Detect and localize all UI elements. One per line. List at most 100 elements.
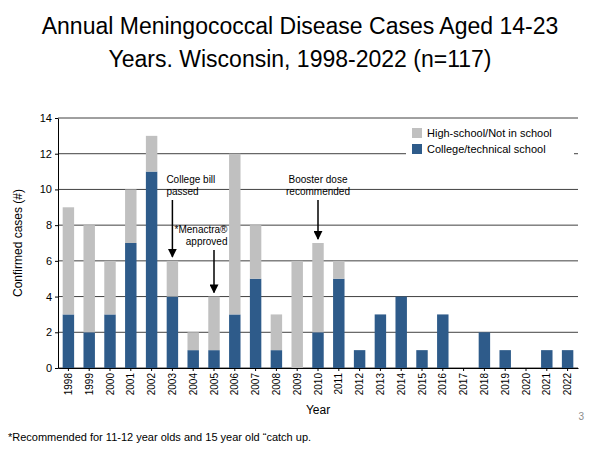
chart-container: Annual Meningococcal Disease Cases Aged … [0, 0, 600, 450]
x-tick-label: 2017 [458, 373, 469, 396]
y-axis-title: Confirmed cases (#) [11, 189, 25, 297]
x-tick-label: 2004 [188, 373, 199, 396]
x-tick-label: 2020 [521, 373, 532, 396]
series-0 [63, 172, 574, 368]
x-tick: 2012 [354, 368, 365, 395]
annotation-text: passed [166, 186, 198, 197]
x-tick-label: 2007 [250, 373, 261, 396]
y-tick-mark [55, 189, 58, 190]
background [0, 0, 600, 450]
x-tick-mark [359, 368, 360, 371]
x-tick: 2002 [146, 368, 157, 395]
x-axis: 1998199920002001200220032004200520062007… [59, 368, 579, 395]
y-tick: 2 [46, 326, 58, 338]
legend-label: College/technical school [427, 143, 546, 155]
grid [58, 118, 578, 368]
y-tick-label: 14 [40, 112, 52, 124]
x-tick-mark [255, 368, 256, 371]
bar [458, 368, 469, 369]
bar [125, 189, 136, 243]
x-tick: 2000 [105, 368, 116, 395]
chart-svg: Annual Meningococcal Disease Cases Aged … [0, 0, 600, 450]
x-tick: 2008 [271, 368, 282, 395]
y-tick: 10 [40, 183, 58, 195]
x-tick-mark [338, 368, 339, 371]
bar [208, 350, 219, 368]
annotation-arrow [172, 200, 174, 257]
y-tick-label: 6 [46, 255, 52, 267]
bar [83, 225, 94, 332]
bar [395, 296, 406, 297]
x-tick-mark [297, 368, 298, 371]
x-tick: 2009 [292, 368, 303, 395]
bar [250, 279, 261, 368]
bar [437, 314, 448, 368]
bar [479, 332, 490, 368]
bar [499, 350, 510, 368]
bar [83, 332, 94, 368]
x-tick-label: 2022 [562, 373, 573, 396]
bar [416, 350, 427, 368]
x-tick-mark [380, 368, 381, 371]
bar [187, 332, 198, 350]
y-tick-mark [55, 225, 58, 226]
bar [63, 207, 74, 314]
bar [125, 243, 136, 368]
x-tick-label: 2002 [146, 373, 157, 396]
y-tick-label: 2 [46, 326, 52, 338]
x-tick-label: 2005 [209, 373, 220, 396]
x-tick-label: 2019 [500, 373, 511, 396]
bar [541, 350, 552, 351]
x-tick-mark [68, 368, 69, 371]
x-tick-label: 2021 [541, 373, 552, 396]
bar [104, 314, 115, 368]
x-tick-label: 2006 [229, 373, 240, 396]
x-tick-mark [526, 368, 527, 371]
y-tick-mark [55, 261, 58, 262]
x-tick: 2011 [333, 368, 344, 395]
bar [520, 368, 531, 369]
legend-swatch [412, 128, 422, 138]
legend-label: High-school/Not in school [427, 127, 552, 139]
x-tick: 2001 [125, 368, 136, 395]
footnote: *Recommended for 11-12 year olds and 15 … [8, 431, 311, 443]
page-number: 3 [578, 411, 584, 422]
y-tick: 4 [46, 291, 58, 303]
chart-title: Annual Meningococcal Disease Cases Aged … [42, 13, 559, 39]
x-tick-label: 2015 [417, 373, 428, 396]
annotation-arrow [213, 250, 215, 293]
annotations: College billpassed*Menactra®approvedBoos… [166, 174, 350, 293]
x-tick-mark [214, 368, 215, 371]
chart-title: Years. Wisconsin, 1998-2022 (n=117) [109, 46, 492, 72]
x-tick-mark [318, 368, 319, 371]
x-tick: 2021 [541, 368, 552, 395]
x-tick-mark [442, 368, 443, 371]
bar [271, 314, 282, 350]
x-tick: 2020 [521, 368, 532, 395]
x-tick-mark [422, 368, 423, 371]
legend: High-school/Not in school College/technic… [406, 122, 574, 160]
x-tick-label: 2013 [375, 373, 386, 396]
bar [333, 261, 344, 279]
x-tick: 2017 [458, 368, 469, 395]
x-tick: 2007 [250, 368, 261, 395]
x-tick-mark [110, 368, 111, 371]
bar [354, 350, 365, 368]
annotation-text: Booster dose [289, 174, 348, 185]
x-tick: 2018 [479, 368, 490, 395]
x-tick-label: 2011 [333, 373, 344, 395]
x-tick-label: 2018 [479, 373, 490, 396]
bar [146, 136, 157, 172]
legend-swatch [412, 144, 422, 154]
x-tick-mark [193, 368, 194, 371]
annotation-arrow [317, 200, 319, 239]
y-tick-mark [55, 332, 58, 333]
x-tick: 2016 [437, 368, 448, 395]
x-tick-label: 2009 [292, 373, 303, 396]
y-tick-label: 12 [40, 148, 52, 160]
x-tick: 2015 [417, 368, 428, 395]
bar [229, 314, 240, 368]
x-tick: 2022 [562, 368, 573, 395]
x-tick: 1998 [63, 368, 74, 395]
x-tick: 1999 [84, 368, 95, 395]
